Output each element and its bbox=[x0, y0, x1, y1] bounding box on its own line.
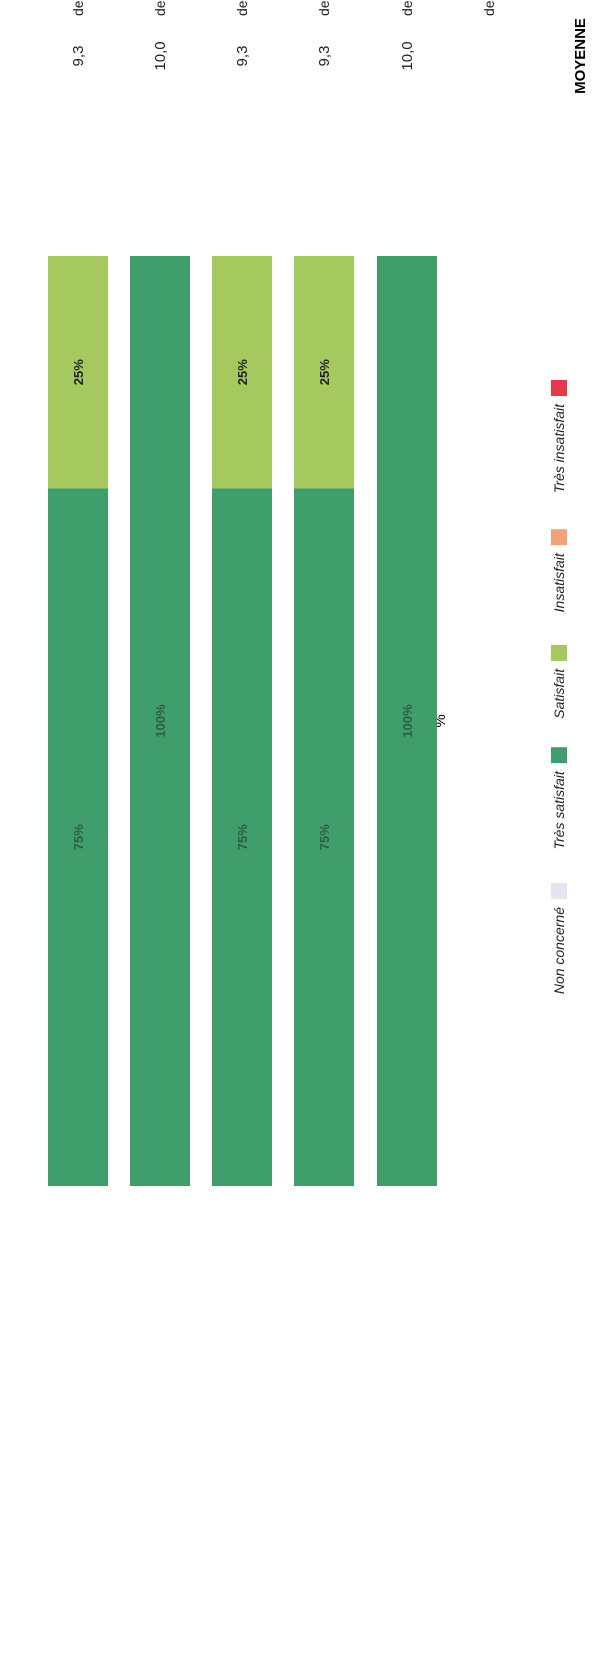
legend-label: Insatisfait bbox=[551, 552, 567, 612]
category-label: de la dynamique de groupe bbox=[234, 0, 250, 16]
data-label: 100% bbox=[153, 704, 168, 738]
bar-segment bbox=[294, 256, 354, 489]
legend-swatch bbox=[551, 883, 567, 899]
data-label: 25% bbox=[235, 359, 250, 385]
legend-swatch bbox=[551, 747, 567, 764]
chart-row: de la durée de la formation 9,3 25% 75% bbox=[294, 0, 354, 1186]
chart-row: des activités proposées (mise en situati… bbox=[130, 0, 190, 1186]
category-label: de la qualité des échanges entre partici… bbox=[399, 0, 415, 16]
legend-swatch bbox=[551, 644, 567, 661]
legend-item: Très satisfait bbox=[551, 747, 567, 850]
average-value: 9,3 bbox=[316, 46, 333, 67]
legend-item: Très insatisfait bbox=[551, 380, 567, 493]
chart-row: de la dynamique de groupe 9,3 25% 75% bbox=[212, 0, 272, 1186]
chart-row: des documents, outils et supports utilis… bbox=[48, 0, 108, 1186]
data-label: 25% bbox=[71, 359, 86, 385]
category-label: de la durée de la formation bbox=[316, 0, 332, 16]
category-label: des activités proposées (mise en situati… bbox=[152, 0, 168, 16]
average-value: 9,3 bbox=[234, 46, 251, 67]
bar-segment bbox=[377, 256, 437, 1186]
legend-label: Non concerné bbox=[551, 907, 567, 994]
average-header: MOYENNE bbox=[572, 18, 589, 94]
bar-segment bbox=[212, 488, 272, 1186]
data-label: 75% bbox=[317, 824, 332, 850]
category-label: de l'aide à l'utilisation des outils num… bbox=[481, 0, 497, 16]
legend-label: Satisfait bbox=[551, 668, 567, 719]
bar-segment bbox=[48, 256, 108, 489]
average-value: 9,3 bbox=[70, 46, 87, 67]
chart-row: de l'aide à l'utilisation des outils num… bbox=[481, 0, 497, 16]
average-value: 10,0 bbox=[152, 41, 169, 70]
data-label: 75% bbox=[71, 824, 86, 850]
bar-segment bbox=[48, 488, 108, 1186]
legend-swatch bbox=[551, 380, 567, 396]
bar-segment bbox=[294, 488, 354, 1186]
legend-item: Satisfait bbox=[551, 644, 567, 719]
legend-label: Très insatisfait bbox=[551, 403, 567, 493]
bar-segment bbox=[130, 256, 190, 1186]
bar-segment bbox=[212, 256, 272, 489]
legend-item: Non concerné bbox=[551, 883, 567, 994]
data-label: 75% bbox=[235, 824, 250, 850]
legend-swatch bbox=[551, 529, 567, 546]
average-value: 10,0 bbox=[399, 41, 416, 70]
category-label: des documents, outils et supports utilis… bbox=[70, 0, 86, 16]
data-label: 25% bbox=[317, 359, 332, 385]
data-label: 100% bbox=[400, 704, 415, 738]
legend-label: Très satisfait bbox=[551, 770, 567, 849]
chart-row: de la qualité des échanges entre partici… bbox=[377, 0, 437, 1186]
legend-item: Insatisfait bbox=[551, 529, 567, 612]
